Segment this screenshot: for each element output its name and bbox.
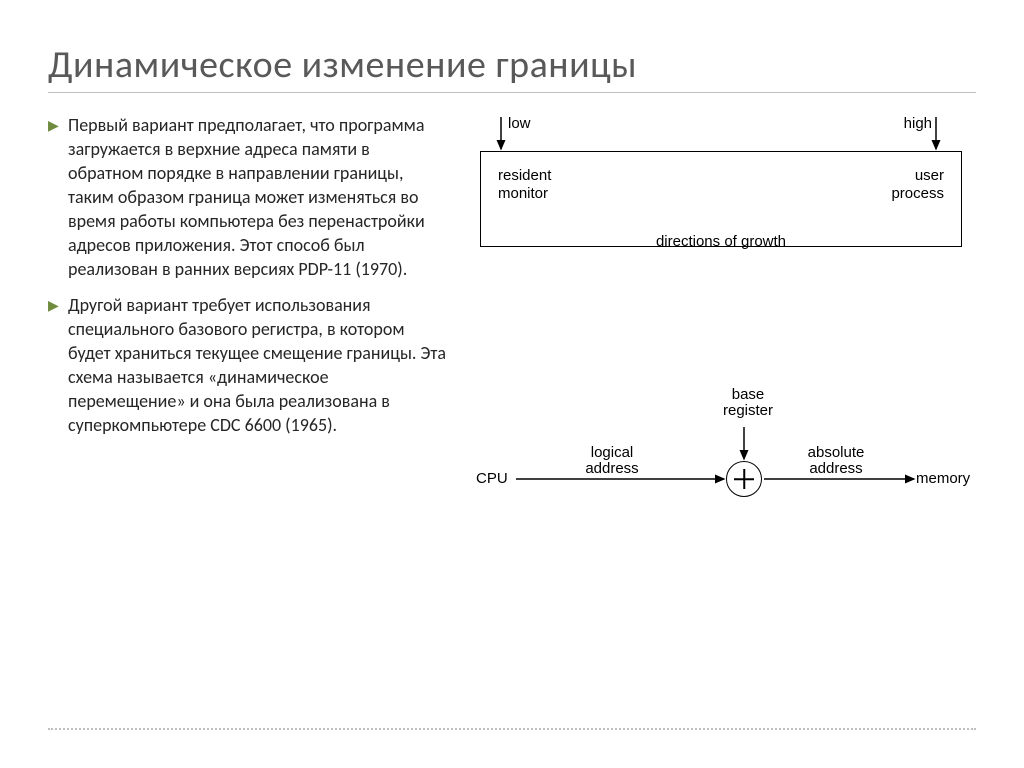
label-directions-of-growth: directions of growth [476, 233, 966, 250]
bullet-item: ▶ Другой вариант требует использования с… [48, 293, 448, 437]
label-absolute-address: absolute address [796, 445, 876, 477]
slide: Динамическое изменение границы ▶ Первый … [0, 0, 1024, 768]
label-cpu: CPU [476, 470, 508, 487]
content-area: ▶ Первый вариант предполагает, что прогр… [48, 113, 976, 729]
address-translation-diagram: CPU logical address base register absolu… [476, 383, 966, 543]
memory-direction-diagram: low high [476, 113, 966, 273]
bullet-text: Другой вариант требует использования спе… [68, 293, 448, 437]
diagram-column: low high [476, 113, 976, 729]
label-logical-address: logical address [572, 445, 652, 477]
bullet-marker-icon: ▶ [48, 113, 68, 281]
label-user-process: user process [891, 167, 944, 203]
bullet-text: Первый вариант предполагает, что програм… [68, 113, 448, 281]
label-memory: memory [916, 470, 970, 487]
adder-icon [726, 461, 762, 497]
bullet-marker-icon: ▶ [48, 293, 68, 437]
footer-divider [48, 728, 976, 730]
label-resident-monitor: resident monitor [498, 167, 551, 203]
label-base-register: base register [708, 387, 788, 419]
text-column: ▶ Первый вариант предполагает, что прогр… [48, 113, 448, 729]
page-title: Динамическое изменение границы [48, 42, 976, 93]
bullet-item: ▶ Первый вариант предполагает, что прогр… [48, 113, 448, 281]
